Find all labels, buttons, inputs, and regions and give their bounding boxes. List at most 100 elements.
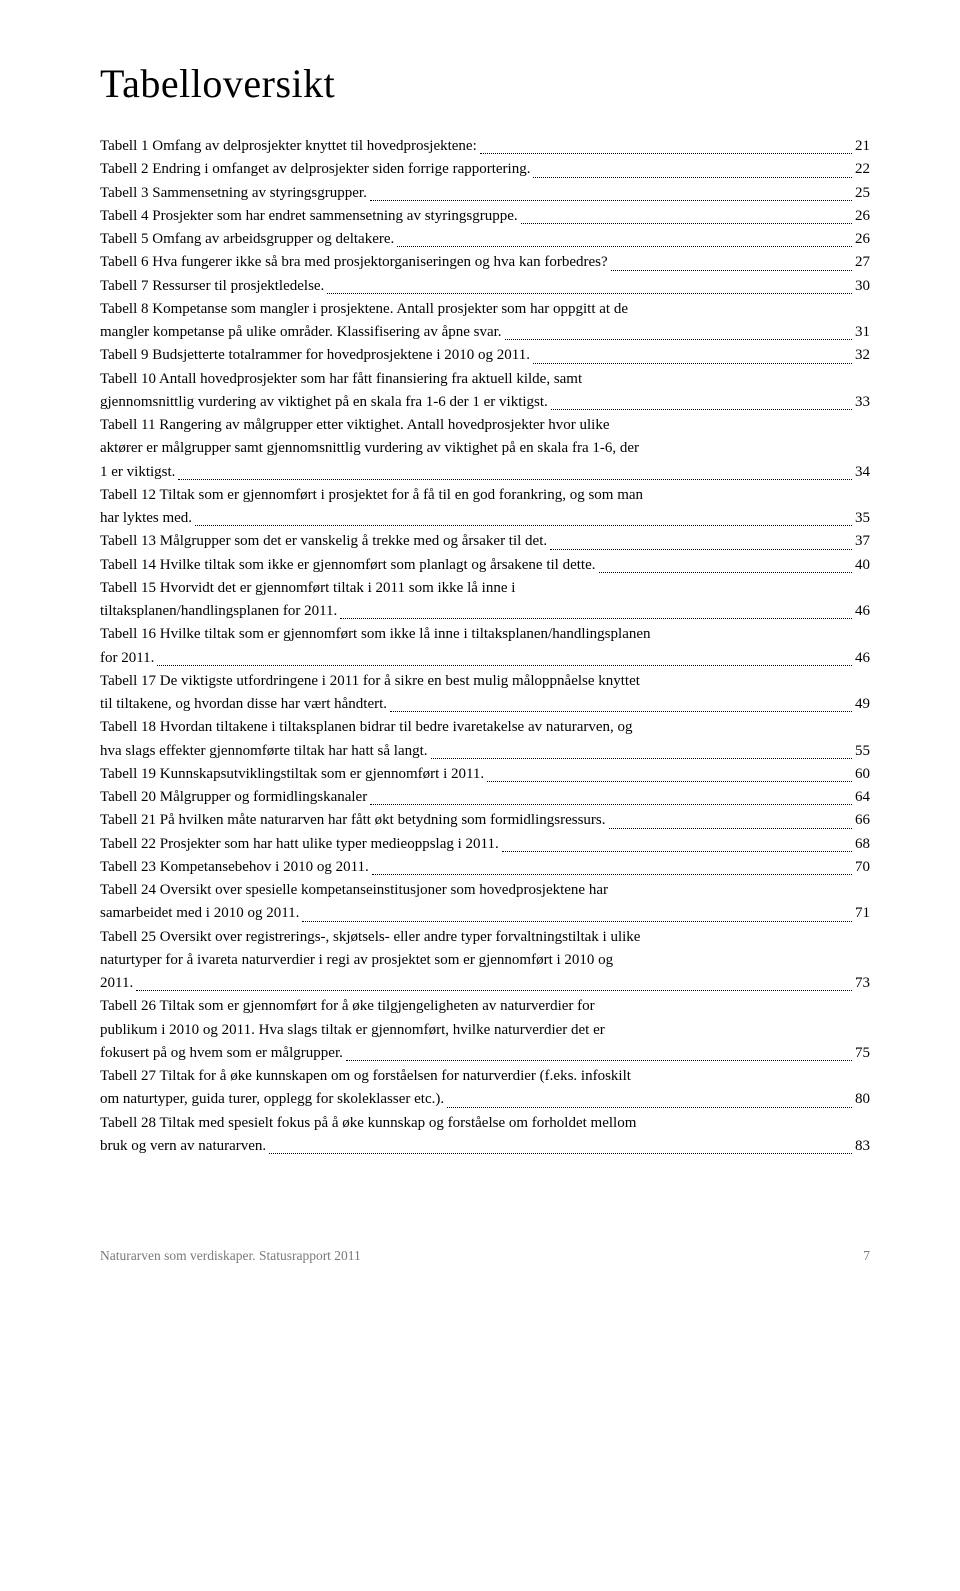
table-of-contents: Tabell 1 Omfang av delprosjekter knyttet…: [100, 135, 870, 1158]
toc-leader-dots: [157, 665, 852, 666]
toc-entry-text: aktører er målgrupper samt gjennomsnittl…: [100, 437, 870, 460]
toc-entry-lastline: Tabell 21 På hvilken måte naturarven har…: [100, 809, 870, 832]
toc-entry: Tabell 12 Tiltak som er gjennomført i pr…: [100, 484, 870, 531]
toc-entry-text: Tabell 19 Kunnskapsutviklingstiltak som …: [100, 763, 484, 786]
toc-entry-page: 35: [855, 507, 870, 530]
toc-entry-lastline: hva slags effekter gjennomførte tiltak h…: [100, 740, 870, 763]
toc-entry-page: 71: [855, 902, 870, 925]
toc-entry: Tabell 22 Prosjekter som har hatt ulike …: [100, 833, 870, 856]
toc-leader-dots: [609, 828, 852, 829]
toc-entry-lastline: for 2011. 46: [100, 647, 870, 670]
toc-entry-text: Tabell 28 Tiltak med spesielt fokus på å…: [100, 1112, 870, 1135]
toc-leader-dots: [340, 618, 852, 619]
toc-entry-page: 49: [855, 693, 870, 716]
toc-entry: Tabell 24 Oversikt over spesielle kompet…: [100, 879, 870, 926]
toc-entry-lastline: mangler kompetanse på ulike områder. Kla…: [100, 321, 870, 344]
toc-entry-text: Tabell 9 Budsjetterte totalrammer for ho…: [100, 344, 530, 367]
toc-leader-dots: [447, 1107, 852, 1108]
toc-entry-text: Tabell 10 Antall hovedprosjekter som har…: [100, 368, 870, 391]
toc-leader-dots: [480, 153, 852, 154]
toc-leader-dots: [136, 990, 852, 991]
toc-entry-lastline: til tiltakene, og hvordan disse har vært…: [100, 693, 870, 716]
toc-leader-dots: [178, 479, 852, 480]
toc-entry-page: 27: [855, 251, 870, 274]
toc-entry-page: 80: [855, 1088, 870, 1111]
toc-entry-text: Tabell 25 Oversikt over registrerings-, …: [100, 926, 870, 949]
footer-page-number: 7: [863, 1248, 870, 1264]
toc-entry-lastline: Tabell 7 Ressurser til prosjektledelse. …: [100, 275, 870, 298]
toc-entry-lastline: tiltaksplanen/handlingsplanen for 2011. …: [100, 600, 870, 623]
toc-entry-lastline: fokusert på og hvem som er målgrupper. 7…: [100, 1042, 870, 1065]
toc-entry-lastline: Tabell 2 Endring i omfanget av delprosje…: [100, 158, 870, 181]
toc-entry-text: Tabell 6 Hva fungerer ikke så bra med pr…: [100, 251, 608, 274]
toc-leader-dots: [302, 921, 852, 922]
toc-entry-text: Tabell 8 Kompetanse som mangler i prosje…: [100, 298, 870, 321]
toc-entry-lastline: Tabell 14 Hvilke tiltak som ikke er gjen…: [100, 554, 870, 577]
toc-entry-lastline: Tabell 13 Målgrupper som det er vanskeli…: [100, 530, 870, 553]
toc-entry-text: Tabell 17 De viktigste utfordringene i 2…: [100, 670, 870, 693]
toc-entry-page: 26: [855, 228, 870, 251]
toc-entry-text: fokusert på og hvem som er målgrupper.: [100, 1042, 343, 1065]
toc-entry-lastline: Tabell 20 Målgrupper og formidlingskanal…: [100, 786, 870, 809]
toc-entry-text: Tabell 18 Hvordan tiltakene i tiltakspla…: [100, 716, 870, 739]
toc-entry: Tabell 9 Budsjetterte totalrammer for ho…: [100, 344, 870, 367]
toc-leader-dots: [487, 781, 852, 782]
toc-leader-dots: [397, 246, 852, 247]
toc-entry: Tabell 10 Antall hovedprosjekter som har…: [100, 368, 870, 415]
toc-entry: Tabell 23 Kompetansebehov i 2010 og 2011…: [100, 856, 870, 879]
toc-entry-text: bruk og vern av naturarven.: [100, 1135, 266, 1158]
toc-entry-text: naturtyper for å ivareta naturverdier i …: [100, 949, 870, 972]
toc-entry: Tabell 27 Tiltak for å øke kunnskapen om…: [100, 1065, 870, 1112]
toc-entry-lastline: Tabell 3 Sammensetning av styringsgruppe…: [100, 182, 870, 205]
toc-entry-text: til tiltakene, og hvordan disse har vært…: [100, 693, 387, 716]
toc-leader-dots: [327, 293, 852, 294]
toc-entry: Tabell 25 Oversikt over registrerings-, …: [100, 926, 870, 996]
toc-entry-page: 32: [855, 344, 870, 367]
toc-entry: Tabell 1 Omfang av delprosjekter knyttet…: [100, 135, 870, 158]
toc-entry: Tabell 21 På hvilken måte naturarven har…: [100, 809, 870, 832]
toc-leader-dots: [551, 409, 852, 410]
toc-entry: Tabell 18 Hvordan tiltakene i tiltakspla…: [100, 716, 870, 763]
toc-entry: Tabell 19 Kunnskapsutviklingstiltak som …: [100, 763, 870, 786]
toc-entry-page: 21: [855, 135, 870, 158]
toc-leader-dots: [521, 223, 852, 224]
toc-entry-lastline: samarbeidet med i 2010 og 2011. 71: [100, 902, 870, 925]
toc-entry-text: Tabell 3 Sammensetning av styringsgruppe…: [100, 182, 367, 205]
toc-leader-dots: [505, 339, 852, 340]
toc-entry: Tabell 3 Sammensetning av styringsgruppe…: [100, 182, 870, 205]
toc-entry: Tabell 6 Hva fungerer ikke så bra med pr…: [100, 251, 870, 274]
toc-entry-text: hva slags effekter gjennomførte tiltak h…: [100, 740, 428, 763]
toc-entry-lastline: 1 er viktigst. 34: [100, 461, 870, 484]
toc-entry-text: 1 er viktigst.: [100, 461, 175, 484]
toc-entry-lastline: Tabell 9 Budsjetterte totalrammer for ho…: [100, 344, 870, 367]
toc-entry-page: 25: [855, 182, 870, 205]
toc-entry-page: 55: [855, 740, 870, 763]
toc-leader-dots: [269, 1153, 852, 1154]
toc-entry: Tabell 17 De viktigste utfordringene i 2…: [100, 670, 870, 717]
toc-entry-page: 37: [855, 530, 870, 553]
toc-entry-lastline: Tabell 6 Hva fungerer ikke så bra med pr…: [100, 251, 870, 274]
footer-report-title: Naturarven som verdiskaper. Statusrappor…: [100, 1248, 361, 1264]
toc-entry-page: 60: [855, 763, 870, 786]
toc-entry-lastline: Tabell 4 Prosjekter som har endret samme…: [100, 205, 870, 228]
page-footer: Naturarven som verdiskaper. Statusrappor…: [100, 1248, 870, 1264]
toc-entry-text: har lyktes med.: [100, 507, 192, 530]
toc-entry-text: 2011.: [100, 972, 133, 995]
toc-entry-page: 26: [855, 205, 870, 228]
toc-entry-text: Tabell 23 Kompetansebehov i 2010 og 2011…: [100, 856, 369, 879]
toc-entry-text: Tabell 11 Rangering av målgrupper etter …: [100, 414, 870, 437]
toc-entry-lastline: har lyktes med. 35: [100, 507, 870, 530]
toc-leader-dots: [390, 711, 852, 712]
toc-entry-page: 31: [855, 321, 870, 344]
toc-entry-lastline: Tabell 1 Omfang av delprosjekter knyttet…: [100, 135, 870, 158]
toc-entry: Tabell 2 Endring i omfanget av delprosje…: [100, 158, 870, 181]
toc-entry-page: 73: [855, 972, 870, 995]
toc-entry-page: 40: [855, 554, 870, 577]
toc-entry-text: om naturtyper, guida turer, opplegg for …: [100, 1088, 444, 1111]
toc-entry-lastline: 2011. 73: [100, 972, 870, 995]
toc-entry-text: Tabell 26 Tiltak som er gjennomført for …: [100, 995, 870, 1018]
toc-leader-dots: [611, 270, 852, 271]
toc-leader-dots: [346, 1060, 852, 1061]
toc-entry-page: 46: [855, 647, 870, 670]
page-title: Tabelloversikt: [100, 60, 870, 107]
